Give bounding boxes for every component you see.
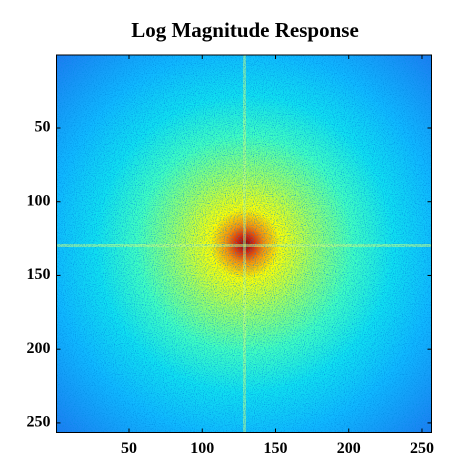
- plot-frame: [56, 54, 432, 433]
- y-tick-label: 150: [27, 266, 51, 283]
- noise-texture: [56, 55, 432, 433]
- y-tick-label: 50: [35, 119, 51, 136]
- chart-title: Log Magnitude Response: [131, 18, 359, 42]
- x-tick-label: 150: [263, 440, 287, 457]
- x-tick-label: 250: [410, 440, 434, 457]
- y-tick-label: 250: [27, 414, 51, 431]
- x-tick-label: 50: [121, 440, 137, 457]
- x-tick-label: 200: [337, 440, 361, 457]
- y-tick-label: 100: [27, 192, 51, 209]
- heatmap-image: [56, 55, 432, 433]
- x-tick-label: 100: [190, 440, 214, 457]
- y-tick-label: 200: [27, 340, 51, 357]
